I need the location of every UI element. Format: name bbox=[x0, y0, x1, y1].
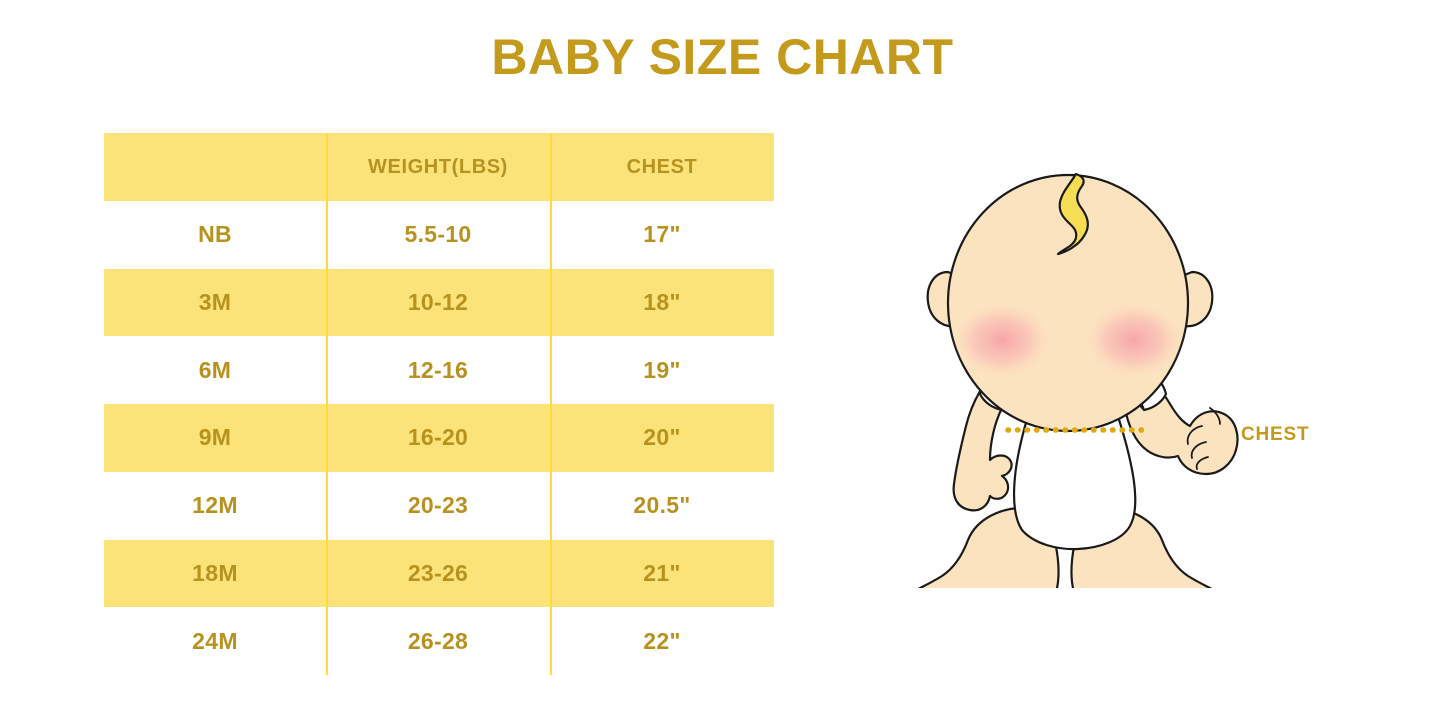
table-header-row: WEIGHT(LBS) CHEST bbox=[104, 133, 774, 201]
column-divider-2 bbox=[550, 133, 552, 675]
cell-chest: 17" bbox=[643, 221, 681, 248]
cell-weight: 12-16 bbox=[407, 356, 469, 383]
left-cheek-blush bbox=[950, 300, 1054, 380]
hair-curl-icon bbox=[1056, 172, 1089, 256]
cell-size: 3M bbox=[198, 288, 232, 315]
cell-weight: 23-26 bbox=[407, 559, 469, 586]
cell-chest: 20" bbox=[643, 424, 681, 451]
baby-illustration bbox=[880, 168, 1250, 628]
cell-size: 12M bbox=[192, 492, 238, 519]
table-row: 3M 10-12 18" bbox=[104, 268, 774, 337]
header-cell-chest: CHEST bbox=[626, 155, 698, 178]
cell-chest: 18" bbox=[643, 288, 681, 315]
cell-size: 18M bbox=[192, 559, 238, 586]
cell-chest: 20.5" bbox=[633, 492, 691, 519]
cheeks bbox=[950, 300, 1186, 380]
table-row: 18M 23-26 21" bbox=[104, 539, 774, 608]
page-title: BABY SIZE CHART bbox=[491, 29, 954, 85]
size-table: WEIGHT(LBS) CHEST NB 5.5-10 17" 3M 10-12… bbox=[104, 133, 774, 675]
cell-chest: 22" bbox=[643, 627, 681, 654]
cell-size: NB bbox=[198, 221, 232, 248]
left-arm bbox=[952, 366, 1034, 512]
table-row: 24M 26-28 22" bbox=[104, 607, 774, 675]
cell-chest: 19" bbox=[643, 356, 681, 383]
cell-weight: 26-28 bbox=[407, 627, 469, 654]
baby-svg bbox=[898, 172, 1239, 628]
cell-size: 24M bbox=[192, 627, 238, 654]
table-row: 9M 16-20 20" bbox=[104, 404, 774, 472]
cell-chest: 21" bbox=[643, 559, 681, 586]
column-divider-1 bbox=[326, 133, 328, 675]
table-row: 12M 20-23 20.5" bbox=[104, 471, 774, 540]
cell-weight: 5.5-10 bbox=[404, 221, 472, 248]
cell-weight: 10-12 bbox=[407, 288, 469, 315]
right-cheek-blush bbox=[1082, 300, 1186, 380]
cell-weight: 16-20 bbox=[407, 424, 469, 451]
cell-weight: 20-23 bbox=[407, 492, 469, 519]
cell-size: 9M bbox=[198, 424, 232, 451]
chest-measure-label: CHEST bbox=[1241, 424, 1310, 445]
cell-size: 6M bbox=[198, 356, 232, 383]
table-row: NB 5.5-10 17" bbox=[104, 200, 774, 269]
header-cell-weight: WEIGHT(LBS) bbox=[368, 155, 508, 178]
table-row: 6M 12-16 19" bbox=[104, 336, 774, 404]
